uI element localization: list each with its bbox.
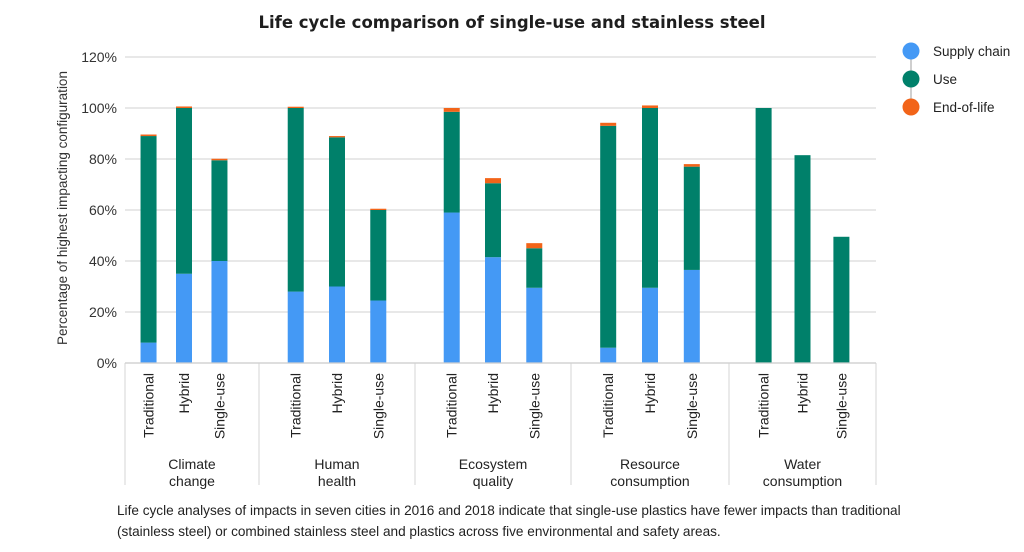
bar-segment-supply-chain (370, 300, 387, 363)
x-category-label: Hybrid (795, 373, 811, 413)
bar-segment-use (443, 111, 460, 213)
bar-segment-end-of-life (642, 105, 658, 108)
y-axis-ticks: 0% 20% 40% 60% 80% 100% 120% (81, 49, 117, 371)
y-tick-label: 40% (89, 253, 117, 269)
chart-caption: Life cycle analyses of impacts in seven … (117, 503, 901, 539)
bar-segment-use (526, 248, 543, 288)
legend: Supply chain Use End-of-life (902, 42, 1010, 116)
x-group-label: Human (314, 456, 359, 472)
bar-segment-use (370, 210, 387, 301)
x-category-label: Hybrid (485, 373, 501, 413)
bar-segment-supply-chain (526, 287, 543, 363)
bar-segment-end-of-life (683, 164, 700, 167)
chart-title: Life cycle comparison of single-use and … (258, 13, 765, 32)
x-category-label: Single-use (526, 373, 542, 439)
y-tick-label: 60% (89, 202, 117, 218)
bar-segment-end-of-life (329, 136, 345, 138)
legend-swatch (902, 42, 920, 60)
bar-segment-supply-chain (443, 212, 460, 363)
bar-segment-use (600, 125, 617, 348)
bar-segment-supply-chain (329, 286, 345, 363)
y-tick-label: 20% (89, 304, 117, 320)
x-group-label: change (169, 473, 215, 489)
x-group-label: consumption (610, 473, 689, 489)
y-axis-label: Percentage of highest impacting configur… (55, 71, 70, 345)
x-category-label: Hybrid (329, 373, 345, 413)
x-category-label: Traditional (756, 373, 772, 438)
bar-segment-use (485, 183, 501, 258)
bar-segment-end-of-life (370, 208, 387, 210)
x-category-label: Single-use (684, 373, 700, 439)
bar-segment-supply-chain (287, 291, 304, 363)
bar-segment-use (176, 108, 192, 274)
bar-segment-use (211, 160, 228, 261)
bar-segment-end-of-life (140, 134, 157, 137)
x-axis: Traditional Hybrid Single-use Climatechange… (124, 362, 877, 489)
x-group-label: consumption (763, 473, 842, 489)
y-tick-label: 100% (81, 100, 117, 116)
bar-segment-end-of-life (485, 178, 501, 184)
bar-segment-use (794, 155, 811, 363)
bar-segment-supply-chain (140, 342, 157, 363)
x-group-label: Ecosystem (459, 456, 527, 472)
bar-segment-supply-chain (485, 257, 501, 363)
x-group-label: Water (784, 456, 821, 472)
bar-segment-use (287, 108, 304, 292)
bar-segment-supply-chain (211, 261, 228, 363)
x-category-label: Single-use (370, 373, 386, 439)
y-tick-label: 80% (89, 151, 117, 167)
x-category-label: Hybrid (176, 373, 192, 413)
x-category-label: Traditional (141, 373, 157, 438)
x-group-label: quality (473, 473, 513, 489)
bar-segment-end-of-life (600, 122, 617, 126)
bar-segment-end-of-life (176, 106, 192, 108)
y-tick-label: 0% (97, 355, 117, 371)
legend-label: Supply chain (933, 44, 1010, 59)
bars (140, 105, 850, 363)
bar-segment-use (140, 136, 157, 343)
y-tick-label: 120% (81, 49, 117, 65)
x-category-label: Hybrid (642, 373, 658, 413)
bar-segment-supply-chain (683, 269, 700, 363)
bar-segment-use (329, 137, 345, 287)
x-group-label: Resource (620, 456, 680, 472)
x-group-label: health (318, 473, 356, 489)
bar-segment-end-of-life (211, 158, 228, 161)
bar-segment-supply-chain (600, 347, 617, 363)
bar-segment-use (642, 108, 658, 288)
bar-segment-end-of-life (287, 106, 304, 108)
bar-segment-end-of-life (526, 243, 543, 249)
bar-segment-use (833, 236, 850, 363)
x-category-label: Traditional (444, 373, 460, 438)
legend-swatch (902, 98, 920, 116)
x-category-label: Traditional (600, 373, 616, 438)
x-category-label: Single-use (833, 373, 849, 439)
x-category-label: Traditional (288, 373, 304, 438)
x-category-label: Single-use (211, 373, 227, 439)
legend-label: Use (933, 72, 957, 87)
legend-swatch (902, 70, 920, 88)
bar-segment-supply-chain (176, 273, 192, 363)
bar-segment-supply-chain (642, 287, 658, 363)
x-group-label: Climate (168, 456, 216, 472)
bar-segment-use (755, 108, 772, 363)
legend-label: End-of-life (933, 100, 995, 115)
bar-segment-end-of-life (443, 108, 460, 112)
bar-segment-use (683, 166, 700, 270)
